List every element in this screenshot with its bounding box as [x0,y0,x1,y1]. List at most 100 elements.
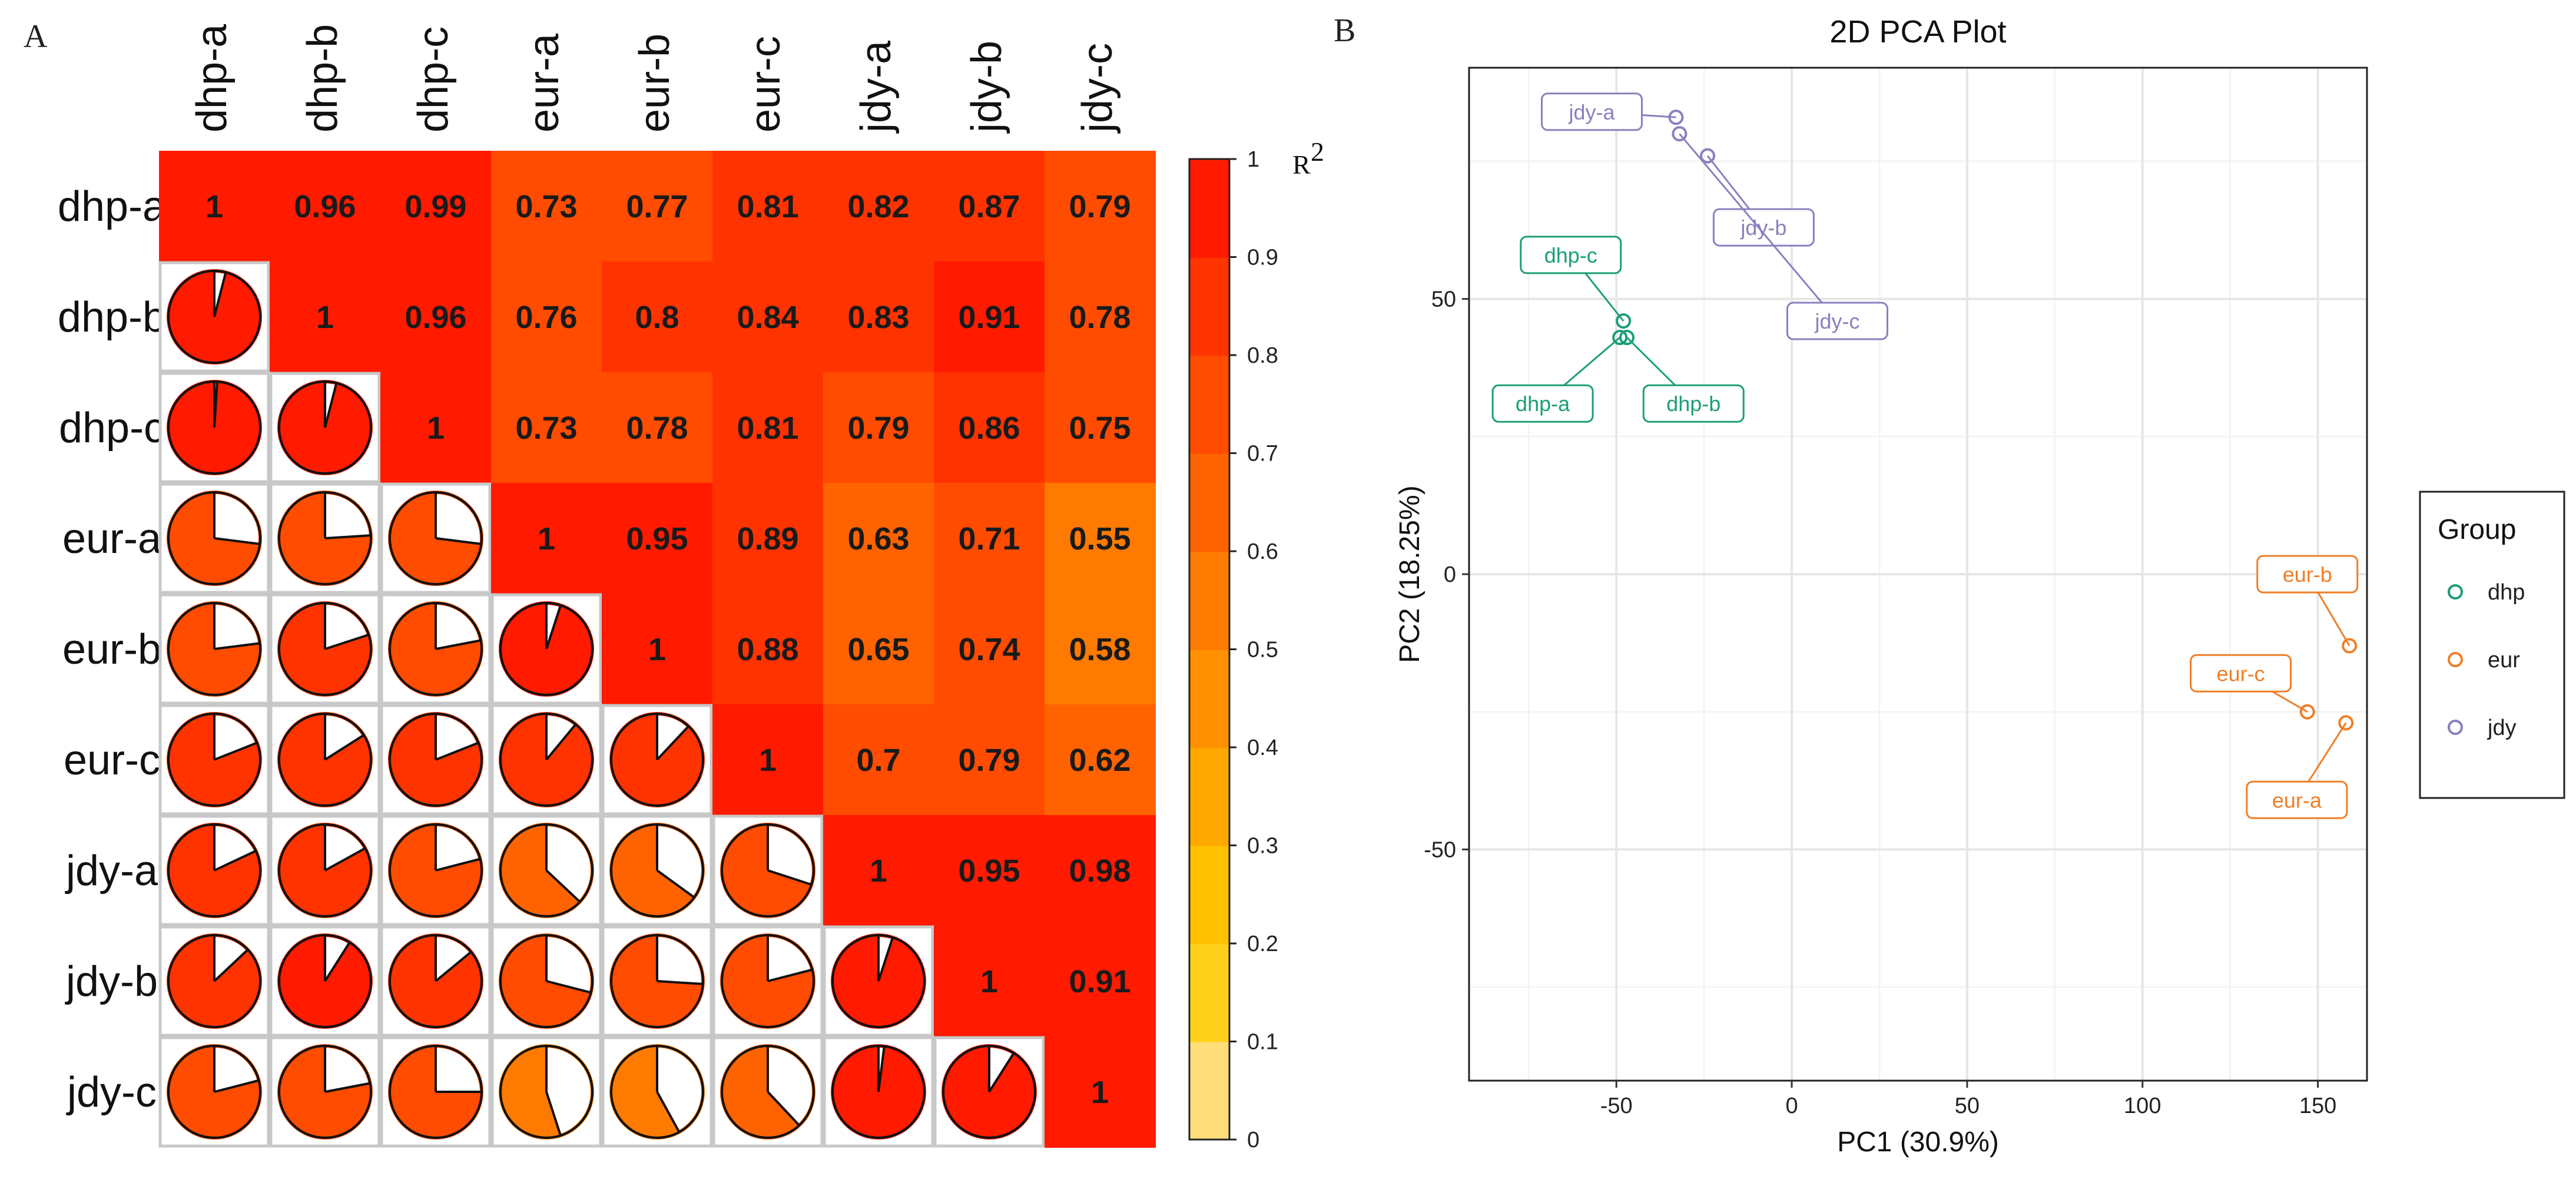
cell-value-1-5: 0.84 [737,300,798,335]
legend-label-jdy: jdy [2487,716,2517,740]
cell-0-7 [934,151,1045,262]
pie-radius-end-1-0 [213,271,227,317]
cell-value-3-5: 0.89 [737,521,798,557]
label-box-dhp-c [1520,236,1622,274]
cell-value-0-0: 1 [205,189,223,224]
colorbar-tick-label-4: 0.4 [1247,736,1278,760]
colorbar-bin-2 [1189,845,1229,944]
x-tick-label-0: -50 [1600,1094,1633,1118]
cell-value-4-4: 1 [648,632,666,667]
cell-2-2 [380,372,492,483]
cell-value-1-2: 0.96 [405,300,466,335]
cell-6-7 [934,815,1045,926]
cell-value-3-7: 0.71 [958,521,1020,557]
point-label-jdy-a: jdy-a [1568,100,1615,124]
row-label-dhp-a: dhp-a [58,183,167,230]
colorbar-bin-9 [1189,159,1229,258]
colorbar-tick-label-8: 0.8 [1247,343,1278,368]
cell-0-8 [1045,151,1156,262]
row-label-eur-b: eur-b [62,626,161,673]
pie-radius-end-8-5 [767,1091,800,1127]
x-axis-label: PC1 (30.9%) [1837,1127,1999,1158]
legend-box [2419,491,2565,799]
y-axis-label: PC2 (18.25%) [1394,485,1425,663]
point-dhp-a [1612,330,1628,346]
pie-slice-8-5 [722,1046,800,1138]
cell-2-4 [602,372,713,483]
label-box-eur-b [2256,555,2359,594]
cell-value-0-5: 0.81 [737,189,798,224]
cell-2-6 [823,372,934,483]
pca-title: 2D PCA Plot [1829,14,2006,49]
pie-slice-8-7 [943,1046,1035,1138]
label-box-eur-a [2246,780,2348,819]
cell-6-8 [1045,815,1156,926]
pie-radius-end-4-3 [545,605,562,650]
colorbar-bin-6 [1189,453,1229,552]
point-dhp-b [1619,330,1635,346]
pie-radius-end-6-2 [435,857,481,872]
colorbar-bin-8 [1189,257,1229,356]
cell-value-4-8: 0.58 [1069,632,1130,667]
col-label-eur-c: eur-c [742,36,789,133]
pie-radius-end-3-1 [324,534,371,539]
cell-4-7 [934,594,1045,705]
cell-1-1 [270,261,381,373]
cell-2-7 [934,372,1045,483]
cell-1-7 [934,261,1045,373]
cell-5-8 [1045,704,1156,816]
colorbar-tick-label-6: 0.6 [1247,539,1278,564]
colorbar-label-superscript: 2 [1311,137,1324,167]
row-label-dhp-c: dhp-c [59,405,165,452]
label-box-jdy-a [1540,92,1643,131]
y-tick-label-0: -50 [1424,837,1456,862]
cell-value-0-3: 0.73 [515,189,577,224]
row-label-eur-c: eur-c [64,737,160,784]
pie-slice-6-4 [611,824,695,916]
y-tick-label-1: 0 [1444,562,1456,587]
colorbar-bin-7 [1189,355,1229,454]
cell-3-6 [823,483,934,594]
cell-value-2-2: 1 [427,410,445,446]
point-dhp-c [1616,313,1632,329]
cell-4-4 [602,594,713,705]
cell-value-2-8: 0.75 [1069,410,1130,446]
pie-radius-end-7-1 [324,942,351,982]
cell-2-5 [712,372,824,483]
point-eur-b [2342,638,2358,654]
cell-value-3-3: 1 [538,521,555,557]
cell-7-8 [1045,926,1156,1037]
cell-3-3 [491,483,602,594]
panel-b-label: B [1334,12,1355,49]
point-eur-c [2299,704,2315,720]
pie-radius-end-7-2 [435,951,472,982]
pie-radius-end-4-1 [324,633,369,650]
colorbar-tick-label-5: 0.5 [1247,638,1278,663]
pie-radius-end-8-4 [656,1091,681,1133]
row-label-jdy-c: jdy-c [66,1069,157,1116]
cell-5-5 [712,704,824,816]
x-tick-label-4: 150 [2299,1094,2336,1118]
cell-value-5-7: 0.79 [958,743,1020,778]
x-tick-label-3: 100 [2124,1094,2161,1118]
cell-value-7-7: 1 [980,964,998,999]
pie-radius-end-7-3 [546,980,592,994]
panel-a-label: A [24,18,48,55]
cell-2-3 [491,372,602,483]
cell-value-3-6: 0.63 [847,521,909,557]
legend-marker-jdy [2448,720,2463,735]
legend-label-eur: eur [2488,648,2520,673]
pca-scatter-plot: 2D PCA Plot -50 0 50 100 150 -50 0 50 PC1 (30.9%)… [1394,14,2565,1158]
point-jdy-a [1668,110,1684,125]
pie-radius-end-8-1 [324,1082,370,1093]
pie-radius-end-3-2 [435,537,482,545]
label-box-jdy-b [1712,208,1815,247]
cell-4-5 [712,594,824,705]
pie-radius-end-2-0 [213,382,218,428]
legend-title: Group [2438,514,2516,545]
colorbar-bin-5 [1189,551,1229,650]
cell-2-8 [1045,372,1156,483]
pie-slice-6-3 [500,824,580,917]
pie-radius-end-5-3 [545,723,577,761]
